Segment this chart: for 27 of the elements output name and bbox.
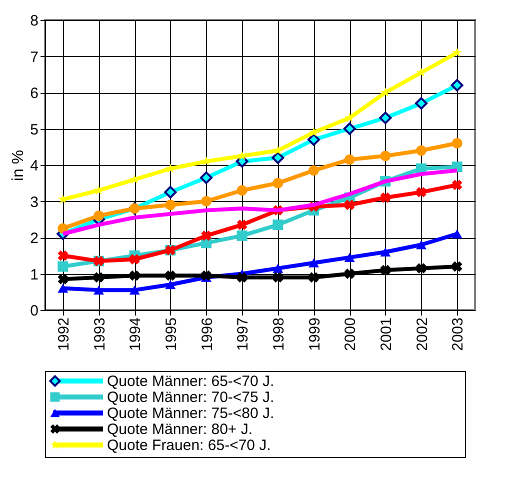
x-tick-label: 1992 (55, 318, 72, 351)
x-tick-label: 1999 (306, 318, 324, 351)
x-tick-label: 2000 (342, 318, 360, 351)
legend-label: Quote Männer: 75-<80 J. (107, 405, 274, 422)
y-axis-title: in % (10, 150, 28, 182)
x-tick-label: 1996 (198, 318, 216, 351)
y-tick-label: 5 (30, 121, 38, 138)
x-tick-label: 1995 (162, 318, 180, 351)
x-tick-label: 1998 (270, 318, 288, 351)
legend-label: Quote Frauen: 65-<70 J. (107, 437, 271, 454)
y-tick-label: 6 (30, 85, 38, 102)
y-tick-label: 8 (30, 12, 38, 30)
legend-label: Quote Männer: 70-<75 J. (107, 389, 274, 406)
legend-label: Quote Männer: 65-<70 J. (107, 373, 274, 390)
x-tick-label: 2003 (450, 318, 467, 351)
x-tick-label: 1993 (91, 318, 108, 351)
y-tick-label: 7 (30, 48, 38, 66)
x-tick-label: 2002 (414, 318, 431, 351)
y-tick-label: 0 (30, 302, 38, 320)
y-tick-label: 1 (30, 266, 38, 284)
y-tick-label: 2 (30, 230, 38, 247)
y-tick-label: 3 (30, 194, 38, 211)
x-tick-label: 2001 (378, 318, 395, 351)
x-tick-label: 1997 (234, 318, 252, 351)
x-tick-label: 1994 (127, 318, 144, 351)
legend-label: Quote Männer: 80+ J. (107, 421, 253, 438)
y-tick-label: 4 (30, 158, 38, 174)
